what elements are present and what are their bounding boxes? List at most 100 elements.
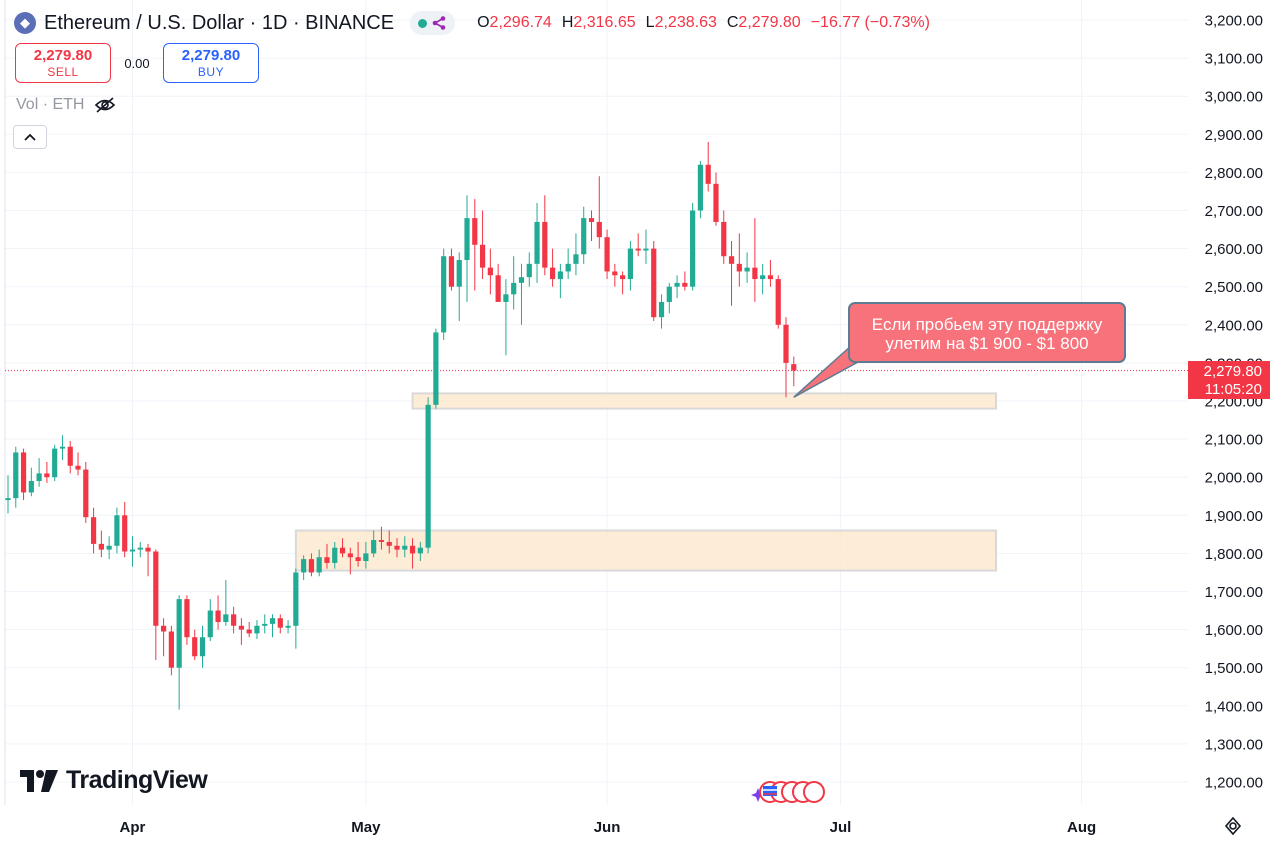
candle-body — [98, 543, 104, 550]
y-tick-label: 2,900.00 — [1205, 127, 1263, 144]
candle — [293, 568, 299, 649]
candle-body — [775, 279, 781, 325]
candle — [705, 141, 711, 192]
candle — [495, 263, 501, 302]
candle-body — [75, 465, 81, 470]
candle — [441, 248, 447, 341]
candle — [713, 172, 719, 226]
sell-button[interactable]: 2,279.80 SELL — [15, 43, 111, 83]
candle-body — [713, 183, 719, 222]
support-zone — [411, 392, 998, 410]
bar-countdown: 11:05:20 — [1204, 381, 1262, 398]
candle-body — [596, 221, 602, 238]
candle — [223, 580, 229, 626]
current-price-value: 2,279.80 — [1203, 363, 1262, 380]
candle-body — [721, 221, 727, 257]
eye-off-icon[interactable] — [94, 96, 116, 114]
tradingview-logo[interactable]: TradingView — [20, 766, 208, 795]
candle — [728, 240, 735, 306]
candle-body — [479, 244, 486, 268]
candle-body — [744, 267, 750, 272]
symbol-title[interactable]: Ethereum / U.S. Dollar · 1D · BINANCE — [44, 11, 395, 34]
ethereum-coin-icon: ◆ — [14, 12, 36, 34]
candle-body — [106, 545, 112, 550]
candle-body — [168, 631, 174, 668]
candle-body — [199, 637, 206, 657]
candle-body — [705, 164, 711, 184]
candle — [106, 536, 112, 560]
candle-body — [324, 557, 330, 563]
y-tick-label: 2,000.00 — [1205, 470, 1263, 487]
candle — [324, 543, 330, 569]
x-tick-label: Apr — [120, 819, 146, 836]
volume-indicator[interactable]: Vol · ETH — [16, 96, 116, 114]
candle-body — [215, 610, 221, 622]
annotation-callout[interactable]: Если пробьем эту поддержку улетим на $1 … — [848, 302, 1126, 363]
candle-body — [425, 404, 431, 548]
candle-body — [682, 282, 688, 287]
candle — [565, 248, 571, 280]
candle — [791, 356, 797, 387]
candle-body — [347, 553, 353, 558]
candle-body — [612, 271, 618, 276]
candle-body — [620, 275, 626, 280]
candle-body — [145, 547, 151, 552]
candle — [184, 595, 190, 645]
candle-body — [635, 248, 641, 251]
annotation-line-1: Если пробьем эту поддержку — [871, 315, 1103, 334]
candle — [145, 543, 151, 577]
candle-body — [511, 282, 517, 295]
settings-icon[interactable] — [1222, 815, 1244, 837]
candle — [207, 599, 213, 642]
candle-body — [301, 559, 307, 573]
market-status[interactable] — [410, 11, 456, 35]
candle — [526, 252, 532, 287]
candle — [122, 501, 128, 558]
candle — [503, 279, 509, 356]
candle — [83, 461, 89, 523]
candle-series — [5, 141, 797, 710]
candle — [168, 625, 174, 676]
candle-body — [736, 263, 742, 272]
y-tick-label: 2,700.00 — [1205, 203, 1263, 220]
candle — [612, 263, 618, 287]
candle — [332, 541, 338, 569]
candle — [464, 195, 470, 302]
candle — [137, 541, 143, 558]
candle — [448, 248, 455, 291]
buy-button[interactable]: 2,279.80 BUY — [163, 43, 259, 83]
candle-body — [262, 623, 268, 626]
candle — [52, 444, 58, 482]
candle-body — [472, 218, 478, 245]
candle — [386, 530, 392, 554]
y-tick-label: 2,800.00 — [1205, 165, 1263, 182]
x-tick-label: Jul — [830, 819, 852, 836]
candle — [215, 595, 221, 630]
candle-body — [760, 275, 766, 280]
candle-body — [184, 599, 190, 638]
candle-body — [697, 164, 704, 211]
candle — [487, 248, 493, 295]
candle-body — [386, 541, 392, 546]
y-tick-label: 2,500.00 — [1205, 279, 1263, 296]
candle-body — [752, 267, 758, 280]
candle-body — [67, 446, 73, 466]
candle — [246, 621, 252, 638]
y-tick-label: 2,600.00 — [1205, 241, 1263, 258]
candle-body — [581, 218, 587, 255]
collapse-button[interactable] — [13, 125, 47, 149]
candle — [760, 263, 766, 295]
candle-body — [433, 332, 439, 405]
candle-body — [363, 553, 369, 562]
candle-body — [588, 218, 595, 222]
candle-body — [402, 545, 408, 550]
candle-body — [495, 275, 501, 302]
candle-body — [176, 599, 182, 668]
candle — [316, 549, 322, 577]
support-zone — [294, 529, 998, 572]
candle-body — [238, 625, 244, 630]
candle — [13, 446, 19, 508]
candle-body — [114, 515, 120, 546]
candle-body — [316, 557, 322, 573]
